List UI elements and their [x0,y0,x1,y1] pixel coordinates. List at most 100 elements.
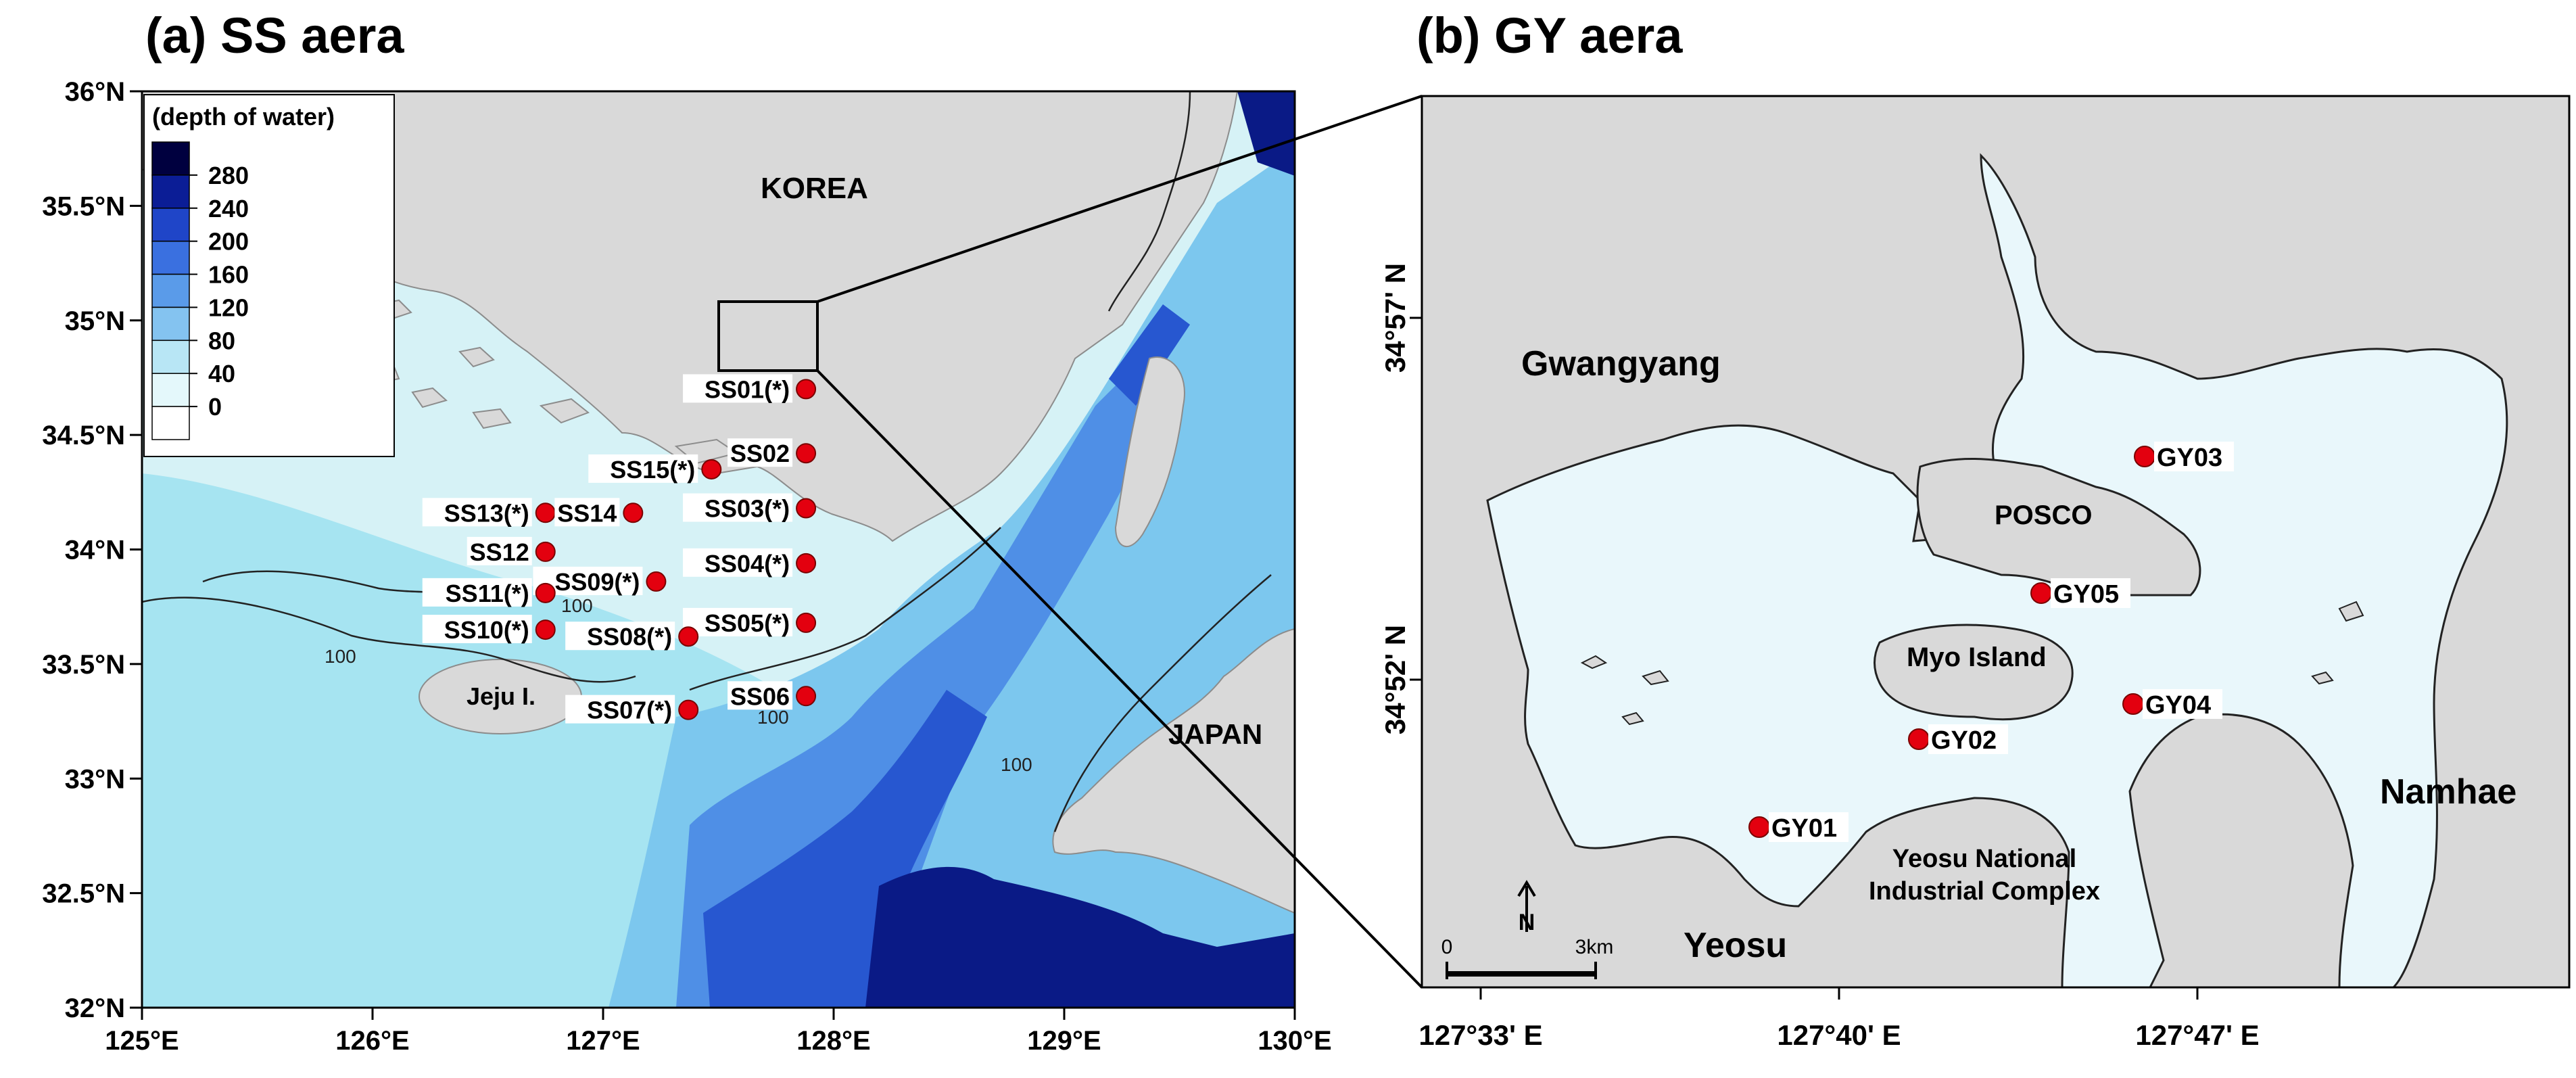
station-marker [701,459,722,479]
lat-label: 35°N [65,306,125,336]
japan-label: JAPAN [1168,718,1262,750]
station-label: SS01(*) [705,375,790,403]
lon-label: 126°E [335,1026,409,1056]
station-marker [623,502,644,523]
depth-legend: (depth of water) 280 240 200 160 120 80 40 0 [143,94,395,457]
station-label: SS02 [730,440,790,467]
panel-a-lon-axis: 125°E 126°E 127°E 128°E 129°E 130°E [105,1008,1332,1056]
station-marker [796,612,817,633]
station-label-bg [2154,442,2234,471]
station-label: GY01 [1771,814,1837,843]
jeju-label: Jeju I. [467,682,535,710]
lat-label-b: 34°57' N [1379,263,1411,373]
station-marker [2122,693,2144,715]
station-marker [678,699,699,720]
legend-level: 240 [208,195,249,222]
contour-label: 100 [1001,754,1032,775]
lon-label: 128°E [796,1026,870,1056]
lon-label-b: 127°33' E [1418,1019,1542,1051]
legend-swatch [151,373,190,407]
korea-label: KOREA [761,172,868,205]
lon-label: 130°E [1258,1026,1331,1056]
station-label-bg [728,681,793,710]
panel-b-lat-axis: 34°57' N 34°52' N [1379,263,1422,734]
legend-level: 160 [208,261,249,289]
complex-label-line1: Yeosu National [1892,845,2076,873]
station-label-bg [554,498,620,527]
station-label: SS14 [557,499,617,527]
lat-label: 33°N [65,764,125,794]
small-islands [1580,601,2364,726]
station-label: SS11(*) [446,580,529,607]
namhae-label: Namhae [2380,772,2517,812]
legend-level: 80 [208,327,235,354]
station-label-bg [422,578,532,607]
station-label: SS05(*) [705,609,790,637]
station-label-bg [728,438,793,467]
ss-stations: SS01(*) SS02 SS03(*) SS04(*) SS05(*) SS06 SS07… [422,374,817,724]
lon-label: 127°E [566,1026,640,1056]
panel-b-map: GY01 GY02 GY03 GY04 GY05 [1422,96,2569,987]
station-label: SS12 [470,538,529,566]
scale-bar: 0 3km [1441,936,1613,979]
station-label-bg [2143,689,2222,719]
legend-swatch [151,174,190,209]
lon-label: 129°E [1027,1026,1101,1056]
contour-label: 100 [757,707,789,728]
station-label-bg [683,607,793,636]
station-label-bg [683,548,793,577]
lat-label: 32°N [65,993,125,1023]
legend-swatch [151,141,190,176]
station-label-bg [683,493,793,522]
panel-b-lon-axis: 127°33' E 127°40' E 127°47' E [1418,987,2260,1051]
lat-label: 34.5°N [42,421,125,450]
lat-label: 35.5°N [42,191,125,221]
station-marker [1908,728,1930,750]
station-label: GY05 [2053,580,2119,609]
station-marker [646,571,667,592]
tsushima-island [1114,356,1185,548]
station-marker [2134,446,2155,467]
lon-label-b: 127°40' E [1777,1019,1901,1051]
lat-label: 36°N [65,77,125,107]
depth-band-200 [703,304,1190,1008]
station-label: SS06 [730,682,790,710]
legend-colorbar: 280 240 200 160 120 80 40 0 [151,141,249,440]
station-marker [535,502,556,523]
station-label-bg [565,695,675,724]
station-marker [1748,816,1770,838]
legend-swatch [151,208,190,242]
station-label: GY04 [2145,691,2211,720]
station-marker [535,619,556,640]
legend-swatch [151,240,190,275]
station-label-bg [565,622,675,651]
lat-label: 32.5°N [42,879,125,909]
connector-bottom [816,369,1423,989]
station-label-bg [2051,578,2130,608]
contour-label: 100 [325,646,356,667]
panel-a-map: SS01(*) SS02 SS03(*) SS04(*) SS05(*) SS06 SS07… [142,91,1295,1008]
station-label: SS08(*) [587,623,672,651]
legend-title: (depth of water) [152,103,335,131]
station-marker [796,379,817,400]
station-label-bg [1928,724,2008,754]
legend-level: 200 [208,228,249,256]
station-marker [535,582,556,603]
scale-start: 0 [1441,936,1453,958]
legend-level: 120 [208,294,249,321]
legend-level: 280 [208,162,249,189]
legend-swatch [151,406,190,440]
legend-swatch [151,339,190,374]
legend-level: 40 [208,360,235,388]
lat-label: 33.5°N [42,650,125,680]
station-marker [796,686,817,707]
legend-swatch [151,273,190,308]
lat-label-b: 34°52' N [1379,625,1411,734]
station-label: SS10(*) [444,616,529,644]
complex-label-line2: Industrial Complex [1869,877,2100,906]
station-marker [796,443,817,464]
station-marker [2030,582,2052,604]
station-marker [796,498,817,519]
